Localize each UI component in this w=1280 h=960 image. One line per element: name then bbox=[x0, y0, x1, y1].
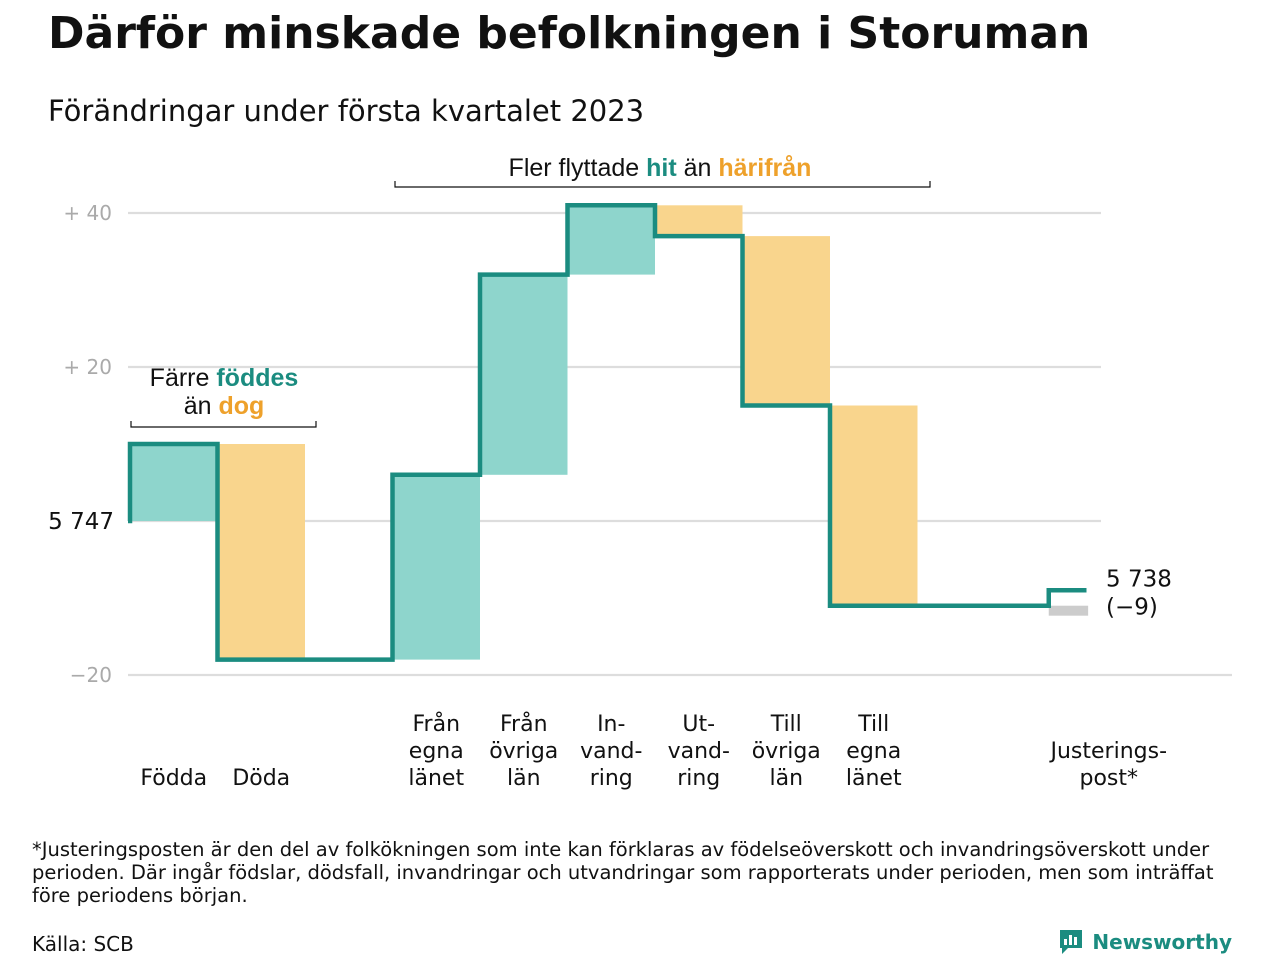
source-label: Källa: SCB bbox=[32, 932, 134, 956]
end-value-label: 5 738 bbox=[1106, 566, 1172, 592]
category-label: Från bbox=[500, 711, 548, 737]
annotation-births-line1: Färre föddes bbox=[150, 364, 299, 392]
category-label: ring bbox=[677, 766, 720, 791]
bar-chart-logo-icon bbox=[1060, 930, 1083, 954]
annotation-births-bracket bbox=[130, 421, 317, 428]
annotation-births-line2: än dog bbox=[184, 392, 265, 420]
category-label: län bbox=[507, 766, 541, 791]
category-label: övriga bbox=[489, 739, 558, 764]
bar-decrease bbox=[742, 236, 830, 406]
category-label: länet bbox=[408, 766, 464, 791]
bar-decrease bbox=[217, 444, 305, 660]
footnote: *Justeringsposten är den del av folkökni… bbox=[32, 838, 1214, 907]
category-label: vand- bbox=[668, 739, 730, 764]
category-label: länet bbox=[846, 766, 902, 791]
category-label: Till bbox=[857, 712, 889, 737]
start-value-label: 5 747 bbox=[48, 509, 114, 535]
bar-decrease bbox=[655, 205, 743, 237]
y-tick-label: + 20 bbox=[63, 355, 112, 379]
category-label: egna bbox=[409, 739, 464, 764]
category-label: egna bbox=[846, 739, 901, 764]
category-label: post* bbox=[1079, 766, 1138, 791]
y-tick-label: + 40 bbox=[63, 201, 112, 225]
step-line bbox=[127, 203, 1087, 662]
category-label: Justerings- bbox=[1048, 739, 1167, 764]
annotation-migration-bracket bbox=[394, 181, 931, 188]
bar-increase bbox=[480, 274, 568, 475]
page-subtitle: Förändringar under första kvartalet 2023 bbox=[48, 94, 645, 128]
category-label: Döda bbox=[232, 766, 290, 791]
y-tick-label: −20 bbox=[70, 663, 112, 687]
category-label: In- bbox=[597, 712, 625, 737]
brand-name: Newsworthy bbox=[1092, 930, 1232, 954]
bars-layer bbox=[130, 205, 1089, 660]
bar-increase bbox=[130, 444, 218, 521]
category-label: övriga bbox=[752, 739, 821, 764]
category-label: Till bbox=[770, 712, 802, 737]
category-label: Från bbox=[412, 711, 460, 737]
category-label: ring bbox=[590, 766, 633, 791]
bar-increase bbox=[392, 474, 480, 660]
end-change-label: (−9) bbox=[1106, 594, 1158, 620]
bar-decrease bbox=[830, 405, 918, 606]
bar-increase bbox=[567, 205, 655, 275]
category-label: Ut- bbox=[682, 712, 715, 737]
brand: Newsworthy bbox=[1058, 928, 1232, 956]
category-label: Födda bbox=[140, 766, 207, 791]
category-label: län bbox=[769, 766, 803, 791]
annotation-migration: Fler flyttade hit än härifrån bbox=[509, 154, 812, 182]
page-title: Därför minskade befolkningen i Storuman bbox=[48, 8, 1091, 59]
bar-adjustment bbox=[1048, 605, 1089, 616]
category-label: vand- bbox=[580, 739, 642, 764]
